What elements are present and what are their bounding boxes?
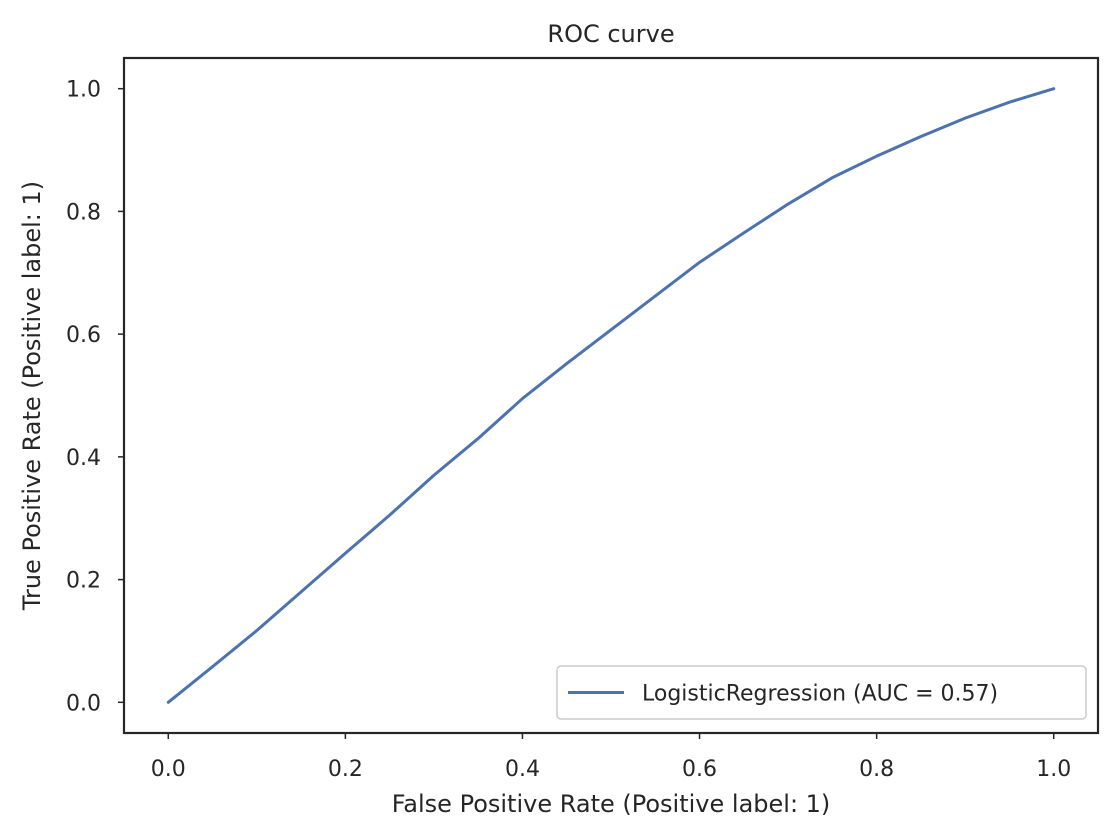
y-tick-label: 0.8	[66, 200, 101, 225]
chart-title: ROC curve	[547, 20, 674, 48]
y-tick-label: 0.6	[66, 323, 101, 348]
legend: LogisticRegression (AUC = 0.57)	[556, 665, 1087, 720]
axes-frame	[122, 56, 1100, 735]
x-tick-label: 1.0	[1036, 757, 1071, 782]
y-tick-label: 0.2	[66, 569, 101, 594]
y-axis-label: True Positive Rate (Positive label: 1)	[18, 181, 46, 611]
roc-curve-line	[166, 87, 1056, 704]
plot-area	[166, 87, 1056, 704]
y-tick-label: 1.0	[66, 78, 101, 103]
y-axis-ticks: 0.0 0.2 0.4 0.6 0.8 1.0	[66, 78, 124, 716]
y-tick-label: 0.0	[66, 691, 101, 716]
x-tick-label: 0.0	[151, 757, 186, 782]
legend-box	[556, 665, 1087, 720]
x-tick-label: 0.4	[505, 757, 540, 782]
x-axis-ticks: 0.0 0.2 0.4 0.6 0.8 1.0	[151, 733, 1071, 782]
x-tick-label: 0.6	[682, 757, 717, 782]
legend-label: LogisticRegression (AUC = 0.57)	[642, 682, 998, 707]
x-tick-label: 0.8	[859, 757, 894, 782]
y-tick-label: 0.4	[66, 446, 101, 471]
x-axis-label: False Positive Rate (Positive label: 1)	[392, 790, 831, 818]
x-tick-label: 0.2	[328, 757, 363, 782]
